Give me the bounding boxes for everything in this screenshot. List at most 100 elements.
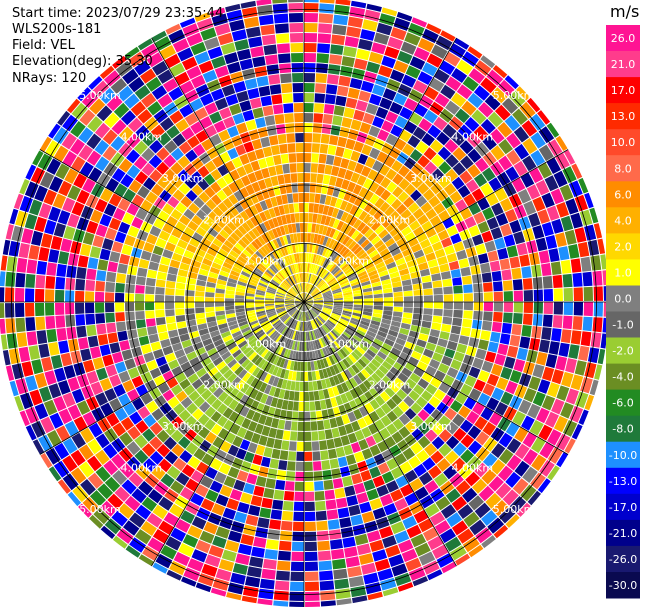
velocity-gate — [368, 205, 379, 217]
velocity-gate — [306, 253, 309, 263]
velocity-gate — [403, 290, 413, 297]
velocity-gate — [345, 356, 354, 366]
velocity-gate — [398, 506, 413, 520]
velocity-gate — [200, 498, 215, 512]
velocity-gate — [335, 146, 345, 157]
velocity-gate — [235, 308, 245, 313]
velocity-gate — [431, 273, 442, 282]
velocity-gate — [450, 325, 461, 335]
velocity-gate — [489, 128, 505, 144]
velocity-gate — [297, 302, 304, 309]
velocity-gate — [174, 349, 186, 359]
velocity-gate — [426, 23, 442, 35]
velocity-gate — [149, 436, 163, 450]
velocity-gate — [235, 448, 247, 460]
velocity-gate — [297, 431, 304, 441]
velocity-gate — [62, 437, 78, 454]
velocity-gate — [431, 241, 443, 252]
velocity-gate — [568, 244, 580, 259]
velocity-gate — [204, 362, 215, 372]
velocity-gate — [129, 411, 143, 425]
velocity-gate — [389, 325, 400, 333]
velocity-gate — [455, 199, 468, 212]
velocity-gate — [116, 528, 134, 544]
velocity-gate — [198, 413, 210, 426]
velocity-gate — [443, 309, 453, 317]
velocity-gate — [273, 439, 283, 450]
velocity-gate — [396, 11, 413, 22]
velocity-gate — [204, 343, 215, 352]
velocity-gate — [330, 315, 339, 322]
velocity-gate — [287, 400, 294, 411]
velocity-gate — [249, 320, 259, 326]
velocity-gate — [562, 166, 577, 184]
velocity-gate — [255, 306, 265, 310]
velocity-gate — [322, 236, 329, 246]
velocity-gate — [281, 337, 288, 347]
velocity-gate — [373, 32, 390, 45]
velocity-gate — [444, 348, 456, 359]
velocity-gate — [359, 198, 369, 210]
velocity-gate — [321, 246, 328, 257]
velocity-gate — [293, 511, 304, 521]
velocity-gate — [257, 598, 273, 606]
velocity-gate — [243, 524, 257, 536]
velocity-gate — [362, 314, 372, 320]
velocity-gate — [512, 108, 528, 125]
velocity-gate — [298, 331, 301, 341]
velocity-gate — [493, 311, 503, 323]
velocity-gate — [333, 254, 341, 263]
velocity-gate — [255, 308, 265, 313]
velocity-gate — [405, 420, 418, 433]
velocity-gate — [297, 361, 301, 371]
velocity-gate — [367, 169, 378, 181]
velocity-gate — [454, 37, 470, 50]
velocity-gate — [288, 307, 296, 314]
velocity-gate — [318, 430, 326, 441]
velocity-gate — [326, 320, 335, 328]
velocity-gate — [423, 295, 433, 302]
velocity-gate — [497, 122, 513, 138]
velocity-gate — [349, 278, 359, 284]
velocity-gate — [421, 132, 435, 147]
velocity-gate — [305, 263, 308, 273]
velocity-gate — [304, 143, 312, 153]
velocity-gate — [296, 371, 301, 381]
velocity-gate — [304, 300, 313, 302]
velocity-gate — [302, 311, 304, 321]
velocity-gate — [340, 158, 350, 169]
velocity-gate — [232, 435, 243, 448]
velocity-gate — [287, 461, 296, 471]
velocity-gate — [410, 402, 423, 414]
velocity-gate — [458, 464, 473, 479]
velocity-gate — [269, 315, 278, 322]
velocity-gate — [531, 264, 542, 278]
velocity-gate — [291, 371, 297, 381]
velocity-gate — [456, 249, 468, 260]
velocity-gate — [553, 415, 568, 433]
velocity-gate — [390, 521, 406, 535]
velocity-gate — [475, 348, 487, 360]
velocity-gate — [277, 310, 287, 316]
velocity-gate — [255, 527, 268, 539]
velocity-gate — [371, 342, 382, 351]
velocity-gate — [309, 321, 313, 330]
velocity-gate — [522, 138, 538, 155]
velocity-gate — [312, 133, 321, 143]
velocity-gate — [333, 293, 343, 298]
velocity-gate — [312, 293, 322, 298]
velocity-gate — [356, 543, 371, 556]
colorbar-tick-label: -2.0 — [612, 345, 633, 358]
velocity-gate — [347, 566, 362, 578]
velocity-gate — [134, 449, 149, 464]
velocity-gate — [449, 545, 467, 561]
velocity-gate — [210, 411, 222, 423]
velocity-gate — [53, 460, 70, 478]
velocity-gate — [323, 306, 333, 310]
velocity-gate — [285, 303, 295, 305]
velocity-gate — [373, 309, 383, 315]
velocity-gate — [9, 380, 19, 397]
velocity-gate — [134, 434, 148, 449]
velocity-gate — [334, 242, 342, 252]
